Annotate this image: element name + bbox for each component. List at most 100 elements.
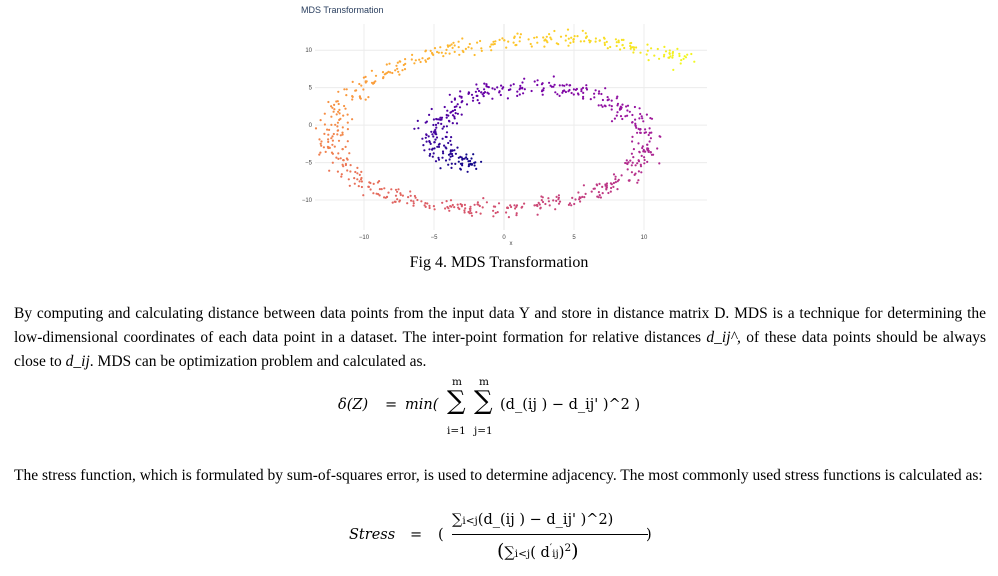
scatter-point	[465, 153, 468, 156]
scatter-point	[604, 105, 607, 108]
scatter-point	[447, 141, 450, 145]
scatter-point	[332, 132, 335, 136]
scatter-point	[461, 49, 464, 52]
scatter-point	[509, 204, 512, 207]
scatter-point	[478, 102, 481, 105]
scatter-point	[564, 39, 567, 42]
scatter-point	[399, 192, 402, 195]
scatter-point	[470, 214, 474, 217]
scatter-point	[639, 131, 642, 134]
scatter-point	[549, 84, 552, 87]
scatter-point	[345, 94, 348, 97]
scatter-point	[658, 135, 661, 138]
scatter-point	[643, 150, 646, 153]
scatter-point	[656, 147, 659, 150]
scatter-point	[424, 205, 427, 208]
scatter-point	[523, 88, 526, 91]
scatter-point	[351, 118, 354, 121]
scatter-point	[619, 115, 623, 118]
scatter-point	[362, 194, 365, 197]
scatter-point	[402, 63, 405, 67]
scatter-point	[399, 193, 402, 196]
scatter-point	[337, 129, 340, 132]
scatter-point	[582, 91, 585, 94]
scatter-point	[429, 152, 432, 156]
scatter-point	[394, 194, 398, 197]
scatter-point	[589, 98, 592, 101]
scatter-point	[365, 80, 368, 83]
scatter-point	[456, 203, 459, 206]
scatter-point	[567, 44, 570, 47]
scatter-point	[331, 135, 334, 138]
scatter-point	[451, 154, 454, 158]
scatter-point	[613, 117, 616, 120]
scatter-point	[650, 117, 654, 120]
scatter-point	[430, 107, 433, 111]
scatter-point	[474, 161, 477, 164]
scatter-point	[449, 199, 453, 202]
scatter-point	[374, 80, 377, 83]
scatter-point	[451, 114, 455, 117]
scatter-point	[360, 180, 363, 183]
scatter-point	[513, 35, 516, 38]
scatter-point	[641, 146, 644, 150]
scatter-point	[491, 87, 494, 90]
scatter-point	[514, 44, 517, 47]
scatter-point	[542, 87, 545, 90]
scatter-point	[585, 88, 589, 91]
scatter-point	[318, 153, 321, 156]
scatter-point	[459, 167, 462, 170]
scatter-point	[409, 194, 412, 197]
inline-variable: d_ij	[65, 353, 90, 370]
scatter-point	[360, 84, 363, 87]
scatter-point	[413, 194, 416, 198]
scatter-point	[610, 120, 614, 123]
scatter-point	[447, 163, 450, 166]
scatter-point	[644, 131, 648, 134]
scatter-point	[581, 29, 584, 32]
scatter-point	[576, 35, 579, 38]
scatter-point	[572, 88, 575, 91]
scatter-point	[346, 113, 349, 116]
scatter-point	[593, 187, 596, 190]
scatter-point	[632, 51, 635, 54]
scatter-point	[541, 89, 544, 92]
scatter-point	[347, 178, 350, 181]
scatter-point	[633, 48, 636, 51]
scatter-point	[567, 37, 570, 40]
scatter-point	[584, 192, 587, 195]
scatter-point	[471, 99, 475, 102]
scatter-point	[439, 167, 442, 170]
scatter-point	[569, 41, 572, 45]
scatter-point	[607, 98, 610, 101]
scatter-point	[349, 170, 352, 173]
scatter-point	[637, 170, 640, 173]
scatter-point	[584, 32, 587, 35]
scatter-point	[468, 42, 471, 46]
scatter-point	[597, 104, 600, 107]
equation-2-numerator: ∑i<j(d_(ij ) − d_ij' )^2)	[452, 512, 613, 528]
scatter-point	[314, 127, 318, 130]
scatter-point	[634, 118, 637, 121]
scatter-point	[631, 140, 634, 143]
scatter-point	[348, 152, 351, 155]
scatter-point	[396, 190, 399, 193]
scatter-point	[637, 142, 640, 145]
scatter-point	[509, 88, 512, 91]
scatter-point	[612, 185, 615, 188]
scatter-point	[445, 131, 449, 134]
scatter-point	[435, 126, 438, 129]
scatter-point	[319, 142, 322, 145]
scatter-point	[571, 196, 574, 199]
scatter-point	[516, 94, 519, 97]
scatter-point	[541, 93, 544, 96]
scatter-point	[399, 60, 402, 63]
scatter-point	[515, 204, 519, 207]
scatter-point	[344, 107, 347, 110]
scatter-point	[610, 105, 613, 108]
prime-mark: ′	[549, 542, 553, 555]
scatter-point	[453, 115, 456, 118]
scatter-point	[453, 206, 456, 209]
scatter-point	[453, 44, 456, 47]
scatter-point	[385, 195, 389, 198]
